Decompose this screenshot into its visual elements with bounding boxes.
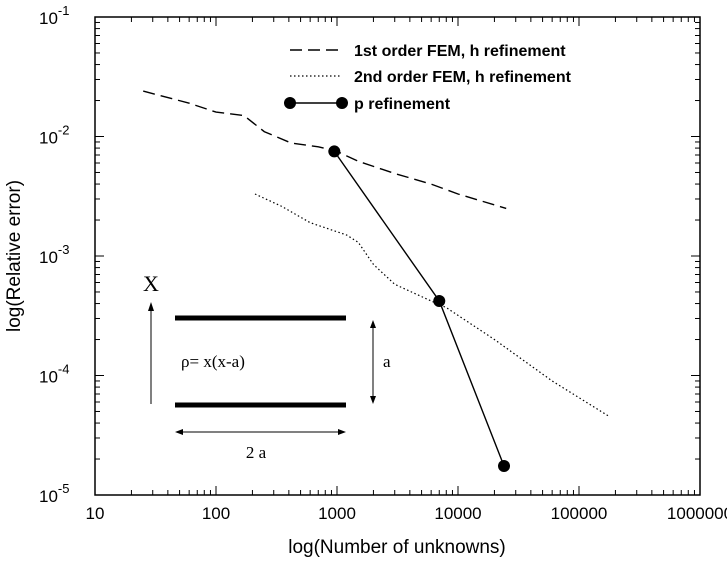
x-tick-label: 1000	[318, 504, 356, 523]
y-tick-label: 10-1	[39, 3, 69, 28]
legend-label-1st-order: 1st order FEM, h refinement	[354, 43, 566, 60]
inset-x-arrowhead	[148, 302, 154, 311]
x-tick-label: 100000	[551, 504, 608, 523]
x-tick-label: 10000	[434, 504, 481, 523]
series-line-0	[143, 90, 507, 210]
series-point-2-1	[433, 295, 446, 308]
series-line-2	[333, 150, 505, 467]
plot-frame	[94, 16, 701, 496]
inset-width-arrowhead-left	[175, 429, 183, 435]
y-tick-label: 10-3	[39, 242, 69, 267]
x-axis: 10 100 1000 10000 100000 1000000	[86, 17, 727, 523]
legend-marker-p-refinement-right	[336, 97, 348, 109]
x-axis-title: log(Number of unknowns)	[288, 537, 506, 558]
inset-height-arrowhead-top	[370, 320, 376, 328]
series-point-2-2	[498, 459, 511, 472]
y-tick-label: 10-4	[39, 362, 69, 387]
inset-height-label: a	[383, 352, 391, 371]
x-tick-label: 10	[86, 504, 105, 523]
legend-label-p-refinement: p refinement	[354, 96, 451, 113]
legend-marker-p-refinement-left	[284, 97, 296, 109]
series-point-2-0	[328, 145, 341, 158]
x-tick-label: 100	[202, 504, 230, 523]
x-tick-label: 1000000	[667, 504, 727, 523]
inset-width-label: 2 a	[246, 443, 267, 462]
series-layer	[143, 90, 611, 472]
legend-label-2nd-order: 2nd order FEM, h refinement	[354, 69, 572, 86]
inset-diagram: X ρ= x(x-a) a 2 a	[143, 271, 391, 462]
legend: 1st order FEM, h refinement 2nd order FE…	[284, 43, 572, 113]
inset-height-arrowhead-bottom	[370, 396, 376, 404]
y-axis-title: log(Relative error)	[4, 180, 25, 332]
y-tick-label: 10-2	[39, 123, 69, 148]
inset-formula: ρ= x(x-a)	[181, 352, 245, 371]
inset-width-arrowhead-right	[338, 429, 346, 435]
series-line-1	[254, 193, 611, 418]
inset-x-label: X	[143, 271, 159, 296]
y-tick-label: 10-5	[39, 481, 69, 506]
